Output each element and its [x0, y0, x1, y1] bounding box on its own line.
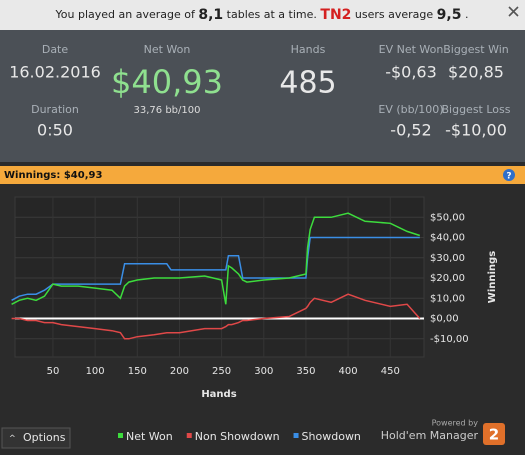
close-icon[interactable] [508, 6, 519, 17]
x-tick-label: 100 [86, 366, 105, 377]
x-tick-label: 350 [296, 366, 315, 377]
brand-logo [483, 423, 505, 445]
x-tick-label: 450 [381, 366, 400, 377]
banner-number: 8,1 [198, 7, 223, 23]
stat-value: -0,52 [390, 121, 431, 140]
x-tick-label: 50 [47, 366, 60, 377]
banner-text: tables at a time. [227, 8, 317, 21]
close-button[interactable] [505, 3, 522, 20]
stat-value-big: 485 [279, 66, 336, 101]
stat-label: EV (bb/100) [378, 103, 443, 116]
legend-swatch [293, 433, 299, 438]
banner-text: You played an average of [55, 8, 196, 21]
brand: Hold'em Manager [381, 429, 479, 442]
stat-value: 16.02.2016 [9, 63, 101, 82]
y-tick-label: $0,00 [430, 314, 459, 325]
y-tick-label: $10,00 [430, 293, 465, 304]
plot: $50,00 $40,00 $30,00 $20,00 $10,00 $0,00 -$10,… [11, 197, 498, 400]
stat-value: $20,85 [448, 63, 504, 82]
series-line [11, 236, 420, 301]
y-axis-label: Winnings [487, 251, 498, 303]
stat-value: 0:50 [37, 121, 73, 140]
legend-swatch [118, 433, 123, 438]
x-tick-label: 200 [170, 366, 189, 377]
stat-label: Net Won [144, 43, 191, 56]
help-icon[interactable]: ? [506, 172, 511, 182]
brand-version: 2 [489, 426, 499, 444]
header-title: Winnings: $40,93 [4, 170, 102, 181]
options-caret[interactable]: ^ [9, 434, 16, 443]
stat-label: Biggest Loss [441, 103, 510, 116]
options-bg[interactable] [1, 427, 71, 449]
y-tick-label: $20,00 [430, 273, 465, 284]
x-tick-label: 300 [254, 366, 273, 377]
x-axis-label: Hands [201, 389, 236, 400]
header-bar [0, 166, 525, 184]
y-tick-label: $30,00 [430, 253, 465, 264]
stat-label: Hands [291, 43, 326, 56]
help-button[interactable] [503, 169, 515, 181]
legend-label: Showdown [302, 430, 361, 443]
banner-brand: TN2 [320, 7, 351, 23]
banner-number: 9,5 [437, 7, 462, 23]
stat-label: EV Net Won [379, 43, 444, 56]
stat-sub: 33,76 bb/100 [134, 105, 201, 116]
stat-label: Biggest Win [443, 43, 509, 56]
stat-value: -$0,63 [385, 63, 437, 82]
x-tick-label: 250 [212, 366, 231, 377]
legend-label: Non Showdown [195, 430, 280, 443]
plot-area [14, 196, 425, 358]
y-tick-label: -$10,00 [430, 334, 469, 345]
banner-text: users average [355, 8, 433, 21]
legend-swatch [186, 433, 192, 438]
series-line [11, 212, 421, 305]
y-tick-label: $50,00 [430, 212, 465, 223]
x-tick-label: 150 [128, 366, 147, 377]
stat-label: Date [42, 43, 69, 56]
stat-label: Duration [31, 103, 79, 116]
series-line [11, 293, 421, 340]
stats-panel [0, 30, 525, 162]
banner-text: . [465, 8, 469, 21]
x-tick-label: 400 [339, 366, 358, 377]
powered-by: Powered by [432, 419, 479, 428]
stat-value-big: $40,93 [111, 63, 223, 101]
banner-text: You played an average of 8,1 tables at a… [55, 7, 469, 23]
banner [0, 0, 525, 30]
legend-label: Net Won [126, 430, 173, 443]
stat-value: -$10,00 [445, 121, 507, 140]
options-label[interactable]: Options [23, 431, 66, 444]
y-tick-label: $40,00 [430, 233, 465, 244]
options-button[interactable]: ^ Options [1, 427, 71, 449]
